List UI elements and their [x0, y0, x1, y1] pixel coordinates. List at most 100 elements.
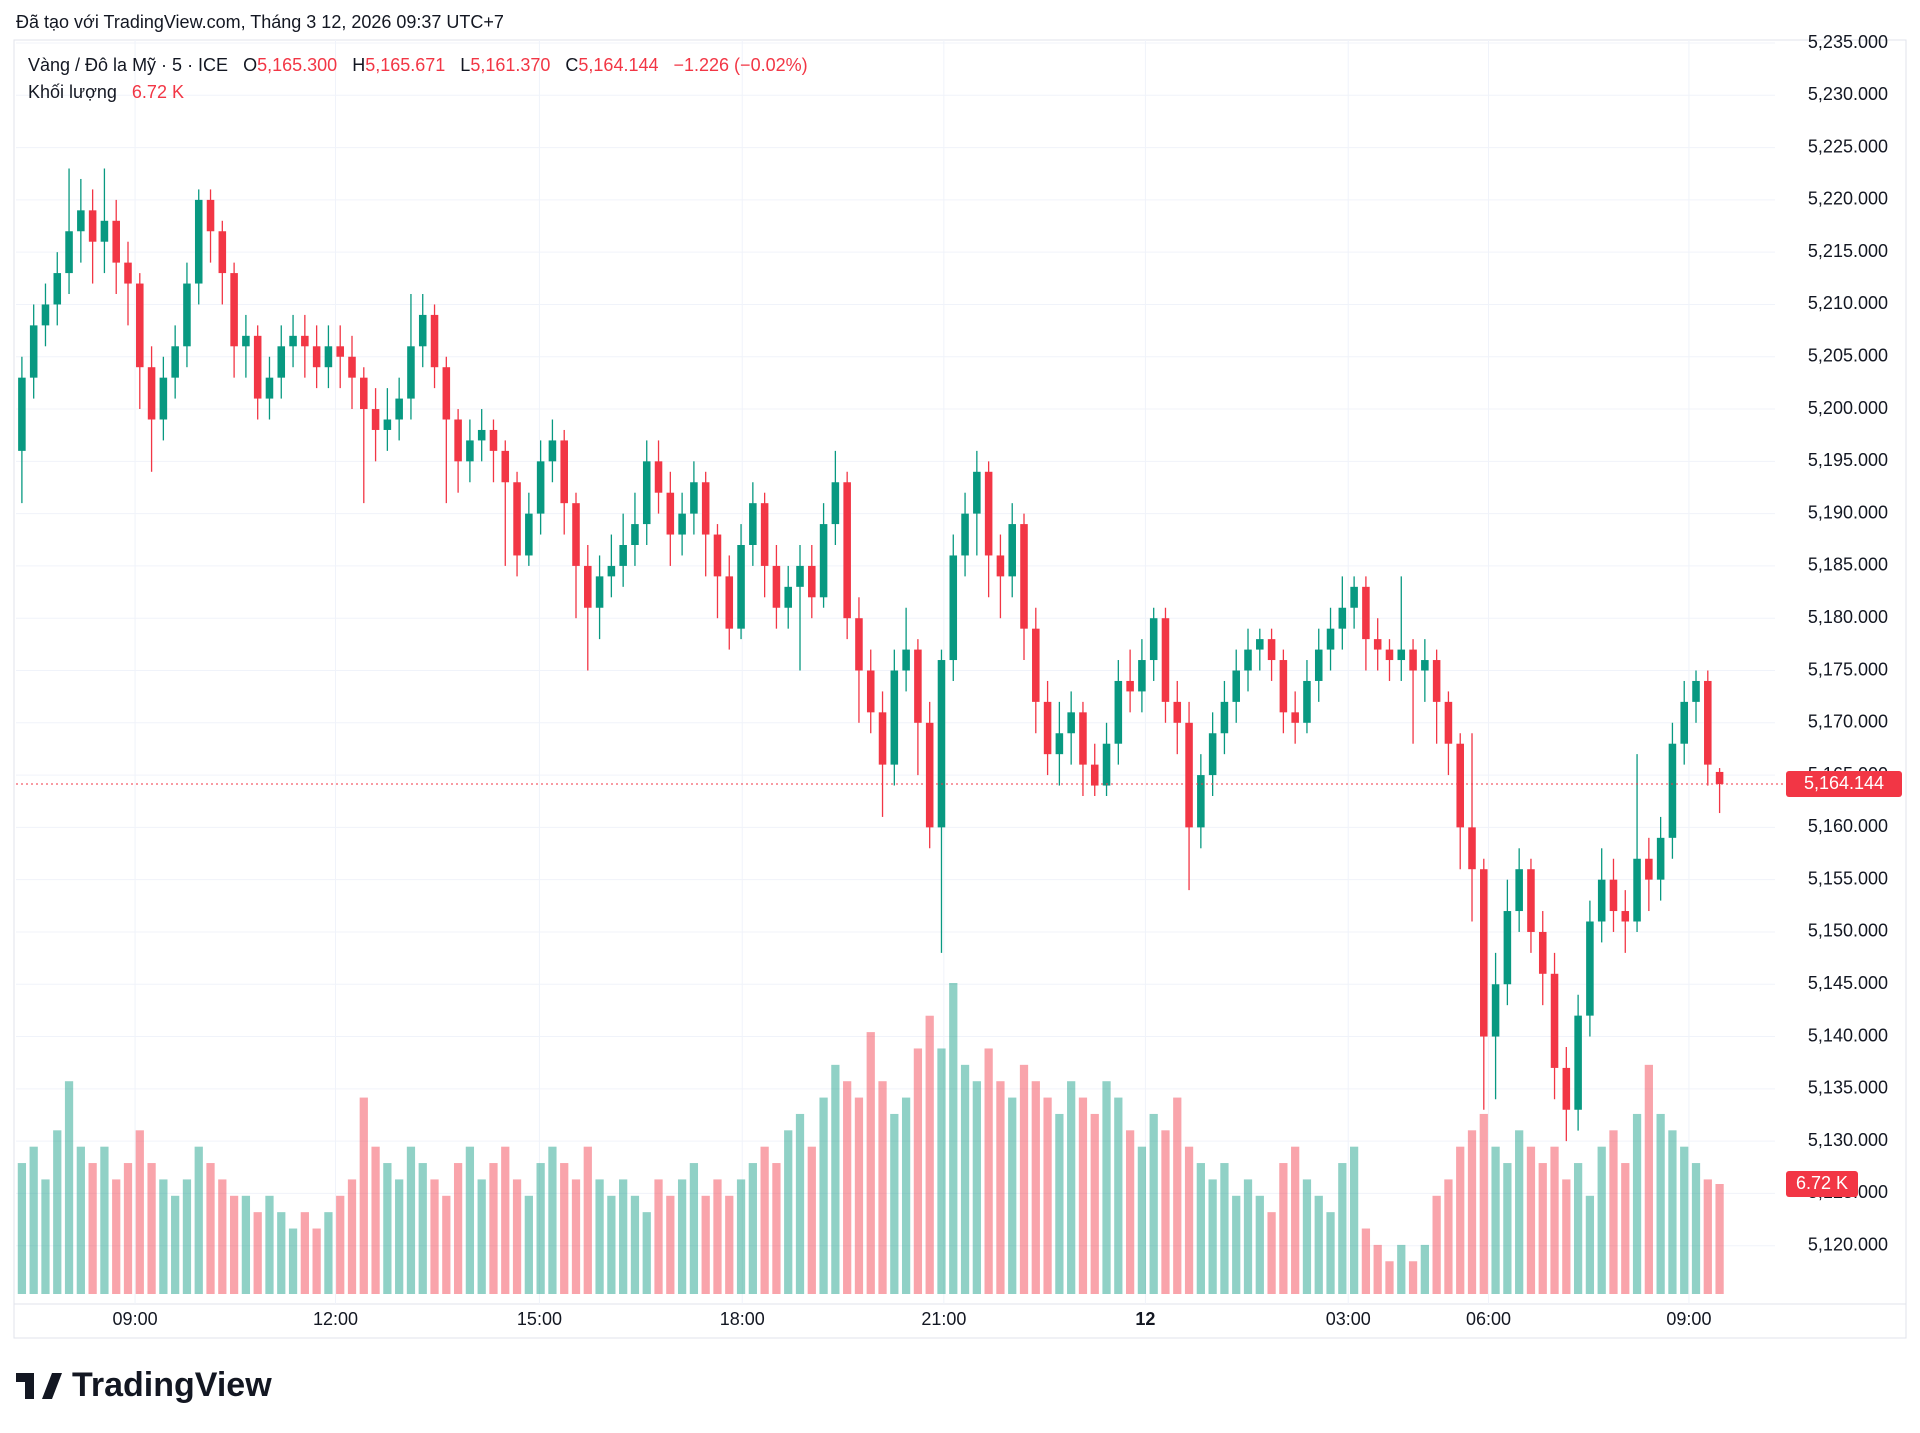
legend-row: Vàng / Đô la Mỹ · 5 · ICE O5,165.300 H5,… [28, 55, 808, 76]
volume-bar [1385, 1261, 1394, 1294]
volume-bar [501, 1146, 510, 1294]
volume-bar [1314, 1195, 1323, 1294]
candle-body [100, 220, 109, 242]
legend-value: 5,161.370 [470, 55, 551, 75]
volume-bar [1432, 1195, 1441, 1294]
candle-body [1550, 973, 1559, 1068]
volume-legend: Khối lượng 6.72 K [28, 82, 184, 103]
candle-body [584, 565, 592, 608]
y-tick-label: 5,195.000 [1808, 450, 1888, 470]
volume-bar [666, 1195, 675, 1294]
candle-body [1102, 743, 1111, 786]
x-tick-label: 15:00 [517, 1309, 562, 1329]
y-tick-label: 5,175.000 [1808, 659, 1888, 679]
candle-body [1409, 649, 1417, 671]
volume-bar [112, 1179, 121, 1294]
volume-bar [1715, 1184, 1724, 1294]
candle-body [1362, 586, 1370, 640]
candle-body [77, 210, 85, 232]
volume-bar [1114, 1097, 1123, 1294]
x-tick-label: 09:00 [1666, 1309, 1711, 1329]
y-tick-label: 5,225.000 [1808, 136, 1888, 156]
volume-bar [1019, 1064, 1029, 1294]
volume-bar [571, 1179, 581, 1294]
candle-body [218, 231, 227, 274]
legend-value: 5,165.671 [365, 55, 446, 75]
candle-body [1208, 733, 1217, 776]
candle-body [407, 346, 415, 399]
volume-bar [430, 1179, 439, 1294]
volume-bar [64, 1081, 74, 1294]
volume-bar [1196, 1163, 1205, 1294]
x-tick-label: 06:00 [1466, 1309, 1511, 1329]
y-tick-label: 5,215.000 [1808, 241, 1888, 261]
candle-body [749, 503, 757, 545]
volume-bar [795, 1113, 805, 1294]
y-tick-label: 5,135.000 [1808, 1078, 1888, 1098]
volume-bar [1632, 1113, 1642, 1294]
volume-bar [1031, 1081, 1040, 1294]
x-tick-label: 12:00 [313, 1309, 358, 1329]
candle-body [914, 649, 922, 723]
candle-body [1715, 771, 1724, 785]
volume-bar [901, 1097, 911, 1294]
legend-value: 5,164.144 [578, 55, 659, 75]
candle-body [1256, 639, 1264, 650]
volume-bar [1609, 1130, 1618, 1294]
y-tick-label: 5,160.000 [1808, 816, 1888, 836]
candle-body [607, 565, 616, 577]
candle-body [572, 503, 580, 566]
candle-body [513, 482, 521, 556]
candle-body [1244, 649, 1252, 671]
volume-bar [1621, 1163, 1630, 1294]
candle-body [289, 335, 297, 347]
volume-bar [1255, 1195, 1264, 1294]
volume-last: 6.72 K [131, 82, 184, 102]
symbol-title[interactable]: Vàng / Đô la Mỹ · 5 · ICE [28, 55, 229, 75]
candle-body [1562, 1067, 1571, 1110]
footer-logo[interactable]: TradingView [16, 1366, 272, 1405]
candle-body [595, 576, 604, 608]
candle-body [430, 314, 439, 368]
volume-bar [725, 1195, 734, 1294]
volume-bar [100, 1146, 109, 1294]
volume-bar [878, 1081, 887, 1294]
volume-bar [819, 1097, 828, 1294]
candle-body [1515, 869, 1523, 912]
volume-bar [1479, 1113, 1488, 1294]
volume-bar [312, 1228, 321, 1294]
candle-body [1468, 827, 1476, 870]
volume-bar [300, 1212, 309, 1294]
candle-body [88, 210, 97, 242]
y-tick-label: 5,190.000 [1808, 502, 1888, 522]
volume-bar [1467, 1130, 1477, 1294]
last-price-label: 5,164.144 [1804, 773, 1884, 793]
volume-bar [843, 1081, 852, 1294]
candle-body [1597, 879, 1606, 922]
volume-bar [890, 1113, 899, 1294]
volume-bar [1161, 1130, 1170, 1294]
candle-body [477, 429, 486, 441]
volume-bar [937, 1048, 946, 1294]
candle-body [1527, 869, 1535, 932]
volume-bar [784, 1130, 793, 1294]
candle-body [489, 429, 498, 451]
candle-body [466, 440, 474, 462]
volume-bar [1550, 1146, 1559, 1294]
candle-body [124, 262, 132, 284]
candle-body [548, 440, 557, 462]
volume-bar [1444, 1179, 1453, 1294]
candle-body [1350, 586, 1358, 608]
candle-body [631, 524, 639, 545]
volume-bar [17, 1163, 27, 1294]
volume-bar [53, 1130, 62, 1294]
volume-bar [854, 1097, 864, 1294]
volume-bar [760, 1146, 769, 1294]
candle-body [1704, 680, 1712, 765]
volume-name[interactable]: Khối lượng [28, 82, 117, 102]
volume-bar [1680, 1146, 1689, 1294]
y-tick-label: 5,120.000 [1808, 1234, 1888, 1254]
candle-body [1079, 712, 1087, 765]
logo-text: TradingView [72, 1366, 272, 1404]
